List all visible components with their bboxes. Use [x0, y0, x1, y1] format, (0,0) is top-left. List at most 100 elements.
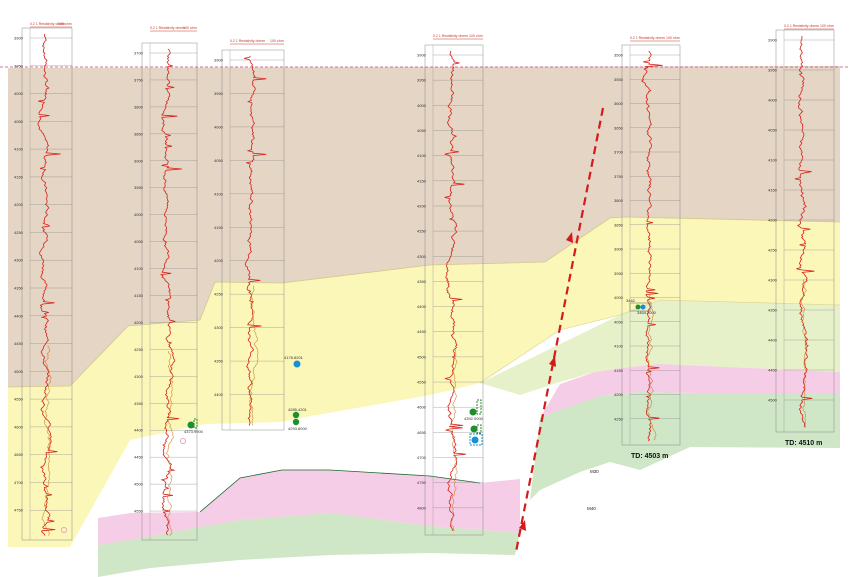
depth-tick-label: 4400	[14, 313, 24, 318]
resistivity-log-curve	[37, 33, 61, 536]
depth-tick-label: 4500	[768, 398, 778, 403]
sample-dot[interactable]	[470, 425, 478, 433]
depth-tick-label: 4450	[14, 341, 24, 346]
sample-dot[interactable]	[469, 408, 477, 416]
track-frame	[21, 27, 73, 541]
depth-tick-label: 4000	[768, 98, 778, 103]
depth-tick-label: 3750	[614, 174, 624, 179]
depth-tick-label: 3950	[134, 185, 144, 190]
well-track-6: 0.2 1 Resistivity ohmm 100 ohm 3900 3950 400…	[768, 24, 835, 433]
depth-tick-label: 3950	[214, 91, 224, 96]
sample-label: 4373.9900	[184, 429, 204, 434]
depth-tick-label: 3500	[614, 53, 624, 58]
track-header-max: 100 ohm	[820, 24, 834, 28]
sample-dot[interactable]	[292, 418, 300, 426]
depth-tick-label: 4050	[768, 128, 778, 133]
depth-tick-label: 4100	[614, 344, 624, 349]
depth-tick-label: 4200	[14, 202, 24, 207]
depth-tick-label: 4150	[768, 188, 778, 193]
track-frame	[775, 29, 835, 433]
depth-tick-label: 4250	[614, 416, 624, 421]
depth-tick-label: 4000	[14, 91, 24, 96]
sample-dot[interactable]	[635, 304, 641, 310]
gamma-log-curve	[449, 348, 458, 531]
depth-tick-label: 4400	[134, 428, 144, 433]
depth-tick-label: 4350	[214, 359, 224, 364]
fault-arrow-3	[519, 520, 526, 531]
depth-tick-label: 3650	[614, 125, 624, 130]
track-frame	[141, 42, 198, 541]
depth-tick-label: 4500	[14, 369, 24, 374]
depth-tick-label: 4150	[214, 225, 224, 230]
depth-tick-label: 4250	[134, 347, 144, 352]
depth-tick-label: 4550	[134, 509, 144, 514]
sample-label: 3464.2000	[637, 310, 657, 315]
pink-layer-right	[540, 364, 840, 418]
sample-dot[interactable]	[292, 411, 300, 419]
depth-tick-label: 4350	[134, 401, 144, 406]
td-label-well5: TD: 4503 m	[631, 453, 668, 460]
depth-tick-label: 4500	[134, 482, 144, 487]
depth-tick-label: 3900	[417, 53, 427, 58]
well-track-3: 0.2 1 Resistivity ohmm 100 ohm 3900 3950 400…	[214, 39, 285, 431]
depth-tick-label: 4050	[134, 239, 144, 244]
track-header: 0.2 1 Resistivity ohmm	[784, 24, 819, 28]
gamma-log-curve	[249, 285, 259, 426]
depth-tick-label: 4000	[214, 124, 224, 129]
marker-m30: M30	[590, 469, 599, 474]
resistivity-log-curve	[444, 50, 466, 531]
depth-tick-label: 4400	[417, 304, 427, 309]
depth-tick-label: 4550	[417, 380, 427, 385]
gamma-log-curve	[165, 350, 174, 537]
depth-tick-label: 4150	[614, 368, 624, 373]
yellow-sand-layer	[8, 217, 840, 547]
depth-tick-label: 4600	[14, 424, 24, 429]
depth-tick-label: 4350	[417, 279, 427, 284]
sample-bracket	[476, 399, 482, 415]
depth-tick-label: 3900	[768, 38, 778, 43]
depth-tick-label: 3750	[134, 77, 144, 82]
depth-tick-label: 4100	[134, 266, 144, 271]
well-track-5: 0.2 1 Resistivity ohmm 100 ohm 3500 3550 360…	[614, 36, 681, 446]
depth-tick-label: 4000	[417, 103, 427, 108]
track-frame	[621, 44, 681, 446]
depth-tick-label: 3600	[614, 101, 624, 106]
sample-dot[interactable]	[640, 304, 646, 310]
sample-markers: 4373.9900 4178.8201 4285.4201 4293.8000 …	[184, 298, 657, 446]
fault-line	[514, 107, 605, 553]
depth-tick-label: 4050	[214, 158, 224, 163]
top-sand-horizon	[7, 216, 841, 388]
track-header-max: 100 ohm	[58, 22, 72, 26]
marker-m40: M40	[587, 506, 596, 511]
td-label-well6: TD: 4510 m	[785, 440, 822, 447]
sample-dot[interactable]	[471, 436, 479, 444]
depth-tick-label: 4450	[417, 329, 427, 334]
depth-tick-label: 4250	[214, 292, 224, 297]
depth-tick-label: 4300	[14, 258, 24, 263]
sample-dot[interactable]	[293, 360, 301, 368]
track-header-max: 100 ohm	[469, 34, 483, 38]
sample-bracket	[476, 424, 482, 434]
depth-tick-label: 4200	[134, 320, 144, 325]
fault-arrow-1	[566, 232, 573, 243]
depth-tick-label: 4100	[214, 191, 224, 196]
pale-green-layer	[480, 300, 840, 395]
sample-label: 4392.0000	[464, 416, 484, 421]
sample-bracket	[193, 418, 198, 429]
mid-horizon	[479, 299, 841, 384]
depth-tick-label: 4000	[614, 295, 624, 300]
sample-dot[interactable]	[187, 421, 195, 429]
depth-tick-label: 3900	[134, 158, 144, 163]
track-header: 0.2 1 Resistivity ohmm	[230, 39, 265, 43]
track-header: 0.2 1 Resistivity ohmm	[150, 26, 185, 30]
depth-tick-label: 3900	[214, 58, 224, 63]
depth-tick-label: 4300	[214, 325, 224, 330]
depth-tick-label: 4450	[768, 368, 778, 373]
depth-tick-label: 4650	[417, 430, 427, 435]
depth-tick-label: 4450	[134, 455, 144, 460]
green-horizon	[199, 469, 481, 513]
depth-tick-label: 3950	[417, 78, 427, 83]
depth-tick-label: 4250	[768, 248, 778, 253]
depth-tick-label: 4100	[417, 153, 427, 158]
